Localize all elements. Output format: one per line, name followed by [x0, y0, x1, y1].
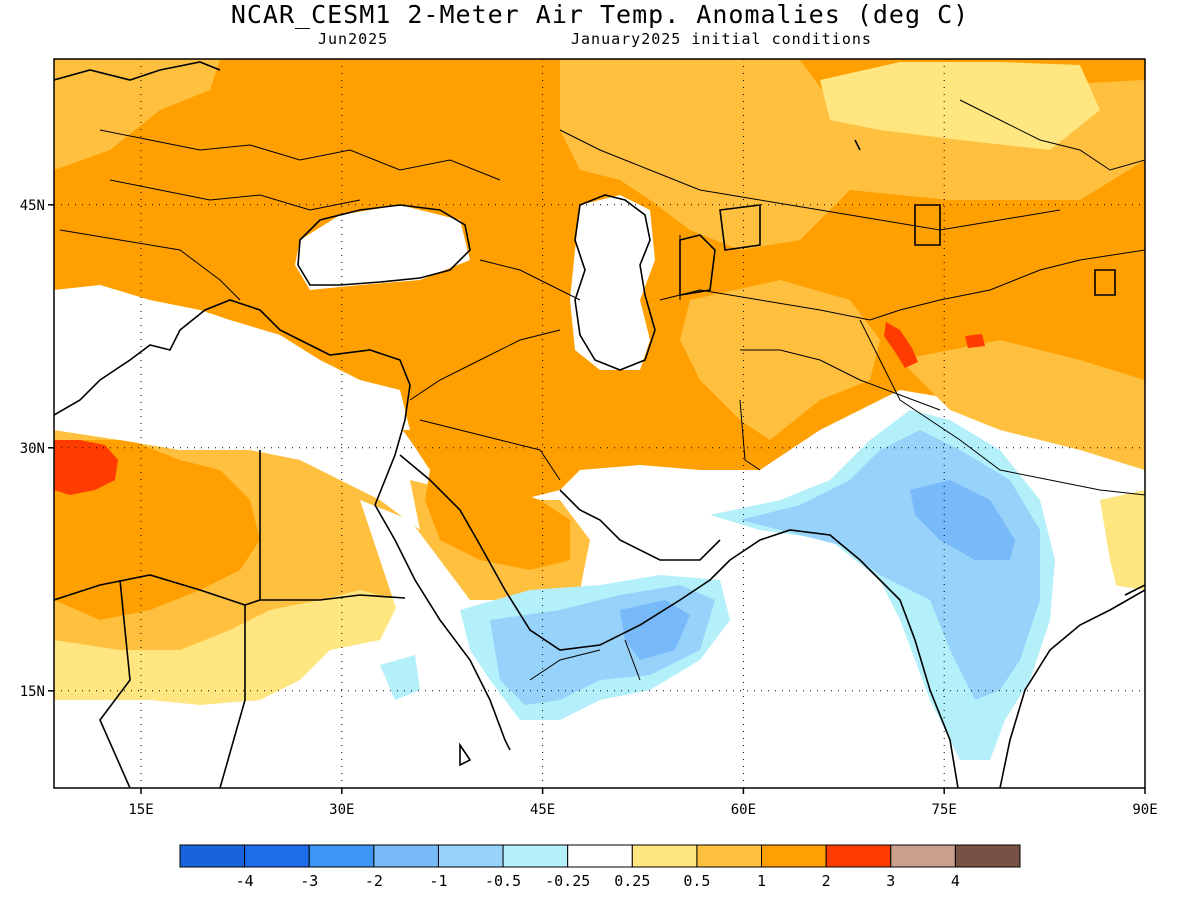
color-legend: -4 -3 -2 -1 -0.5 -0.25 0.25 0.5 1 2 3 4	[179, 844, 1021, 890]
legend-label: -3	[300, 872, 318, 890]
lon-tick-label: 90E	[1132, 802, 1157, 818]
anomaly-region-1-2-africa	[54, 440, 260, 620]
anomaly-region-neutral-med	[54, 285, 410, 450]
lon-tick-label: 15E	[128, 802, 153, 818]
lon-tick-label: 30E	[329, 802, 354, 818]
legend-label: 3	[886, 872, 895, 890]
anomaly-region-neg-1-2-india	[910, 480, 1015, 560]
legend-color-bin	[437, 844, 504, 868]
anomaly-region-neg-1-2-arabia	[620, 600, 690, 660]
legend-label: 4	[951, 872, 960, 890]
anomaly-region-0.5-1-north	[54, 59, 220, 170]
legend-label: -0.5	[485, 872, 521, 890]
legend-label: -4	[236, 872, 254, 890]
gridlines	[54, 59, 1145, 788]
legend-color-bin	[954, 844, 1021, 868]
anomaly-region-neutral-africa-south	[54, 660, 500, 788]
anomaly-region-0.25-0.5-sahel	[54, 590, 400, 710]
anomaly-region-0.25-0.5-mongolia	[820, 62, 1100, 150]
anomaly-region-2-3-kashmir	[884, 322, 918, 368]
legend-color-bin	[373, 844, 439, 868]
anomaly-region-1-2-arabia	[425, 470, 570, 570]
axis-ticks: 15E 30E 45E 60E 75E 90E 45N 30N 15N	[20, 198, 1158, 818]
legend-color-bin	[631, 844, 698, 868]
legend-label: -0.25	[545, 872, 590, 890]
legend-color-bin	[890, 844, 956, 868]
legend-label: 0.5	[683, 872, 710, 890]
legend-label: 2	[822, 872, 831, 890]
lat-tick-label: 15N	[20, 684, 45, 700]
chart-title: NCAR_CESM1 2-Meter Air Temp. Anomalies (…	[230, 0, 970, 29]
legend-color-bin	[825, 844, 892, 868]
legend-label: 0.25	[614, 872, 650, 890]
legend-color-bin	[761, 844, 827, 868]
anomaly-region-neg-0.25-0.5-nile	[380, 655, 420, 700]
anomaly-region-neutral-redsea	[360, 500, 540, 760]
anomaly-region-neutral-arabiansea	[480, 560, 960, 788]
lat-tick-label: 45N	[20, 198, 45, 214]
legend-color-bin	[244, 844, 310, 868]
legend-label: -2	[365, 872, 383, 890]
anomaly-fields	[54, 59, 1145, 788]
lon-tick-label: 75E	[932, 802, 957, 818]
lat-tick-label: 30N	[20, 441, 45, 457]
legend-color-bin	[179, 844, 246, 868]
legend-color-bin	[308, 844, 375, 868]
legend-label: 1	[757, 872, 766, 890]
anomaly-region-2-3-tibet	[965, 334, 985, 348]
legend-color-bin	[502, 844, 569, 868]
lon-tick-label: 45E	[530, 802, 555, 818]
legend-color-bin	[696, 844, 763, 868]
anomaly-region-2-3-libya	[54, 440, 118, 495]
plot-frame	[53, 58, 1146, 789]
anomaly-region-neutral-blacksea	[295, 205, 470, 290]
valid-month: Jun2025	[318, 30, 389, 48]
lon-tick-label: 60E	[731, 802, 756, 818]
anomaly-region-0.5-1-tibet	[900, 340, 1145, 470]
coastlines	[54, 61, 1145, 788]
anomaly-region-0.25-0.5-east	[1100, 490, 1145, 600]
anomaly-region-neutral-caspian	[570, 195, 655, 370]
legend-label: -1	[429, 872, 447, 890]
legend-color-bin	[567, 844, 633, 868]
anomaly-region-0.5-1-south-asia	[680, 280, 880, 440]
initial-conditions: January2025 initial conditions	[571, 30, 872, 48]
